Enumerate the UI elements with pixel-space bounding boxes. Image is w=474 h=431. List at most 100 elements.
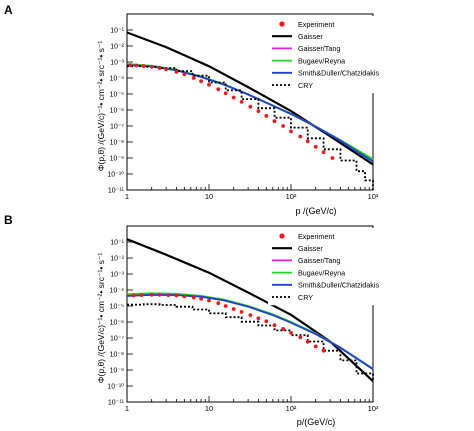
data-point [321,348,326,353]
data-point [272,323,277,328]
series-line-5 [127,303,374,382]
legend-box [268,16,386,94]
x-tick-label: 10² [286,404,297,413]
panel-a-xlabel: p /(GeV/c) [295,206,336,216]
y-tick-label: 10⁻¹¹ [108,188,125,195]
y-tick-label: 10⁻⁵ [110,92,124,99]
y-tick-label: 10⁻⁷ [110,336,124,343]
y-tick-label: 10⁻¹⁰ [107,383,124,391]
panel-b-ylabel: Φ(p,θ) /(GeV/c)⁻¹• cm⁻²• src⁻¹• s⁻¹ [96,253,106,384]
series-line-4 [126,64,374,163]
x-tick-label: 1 [125,404,129,413]
legend-label: Gaisser/Tang [298,256,340,265]
data-point [239,100,244,104]
y-tick-label: 10⁻⁵ [110,304,124,311]
y-tick-label: 10⁻⁸ [110,140,124,147]
data-point [223,91,228,96]
data-point [264,319,269,324]
x-tick-label: 1 [125,192,129,201]
y-tick-label: 10⁻¹⁰ [107,171,124,179]
legend-label: CRY [298,81,313,90]
legend-label: Smith&Duller/Chatzidakis [298,281,379,290]
legend-box [268,228,386,306]
y-tick-label: 10⁻⁹ [110,156,124,163]
data-point [248,313,253,317]
legend-label: CRY [298,293,313,302]
data-point [139,293,144,297]
y-tick-label: 10⁻⁶ [110,320,124,327]
panel-b-xlabel: p/(GeV/c) [297,417,336,427]
data-point [231,307,236,311]
data-point [272,119,277,124]
data-point [313,344,318,349]
x-tick-label: 10³ [368,404,379,413]
data-point [128,63,133,68]
data-point [321,150,326,155]
data-point [239,310,244,314]
y-tick-label: 10⁻⁴ [110,288,125,295]
panel-a-ylabel: Φ(p,θ) /(GeV/c)⁻¹• cm⁻²• src⁻¹• s⁻¹ [96,41,106,172]
y-tick-label: 10⁻¹ [110,28,124,35]
y-tick-label: 10⁻³ [110,272,124,279]
data-point [305,139,310,144]
data-point [207,82,211,87]
panel-a: A Φ(p,θ) /(GeV/c)⁻¹• cm⁻²• src⁻¹• s⁻¹ p … [4,3,386,216]
data-point [231,95,236,100]
data-point [305,339,310,344]
data-point [174,293,179,298]
data-point [191,76,196,80]
panel-b: B Φ(p,θ) /(GeV/c)⁻¹• cm⁻²• src⁻¹• s⁻¹ p/… [4,213,386,427]
data-point [174,70,179,74]
y-tick-label: 10⁻⁶ [110,108,124,115]
data-point [182,72,187,77]
y-tick-label: 10⁻³ [110,60,124,67]
data-point [216,87,221,92]
series-line-1 [126,31,374,166]
y-tick-label: 10⁻² [110,256,124,263]
data-point [330,156,335,160]
data-point [281,124,285,128]
legend-label: Gaisser [298,32,323,41]
panel-b-label: B [4,213,13,227]
legend-marker [279,233,285,239]
panel-a-label: A [4,3,13,17]
data-point [248,104,253,109]
legend-label: Smith&Duller/Chatzidakis [298,69,379,78]
legend-label: Gaisser/Tang [298,44,340,53]
data-point [166,293,171,297]
data-point [256,109,261,113]
data-point [157,66,162,70]
y-tick-label: 10⁻⁹ [110,368,124,375]
y-tick-label: 10⁻⁸ [110,352,124,359]
data-point [131,293,136,298]
y-tick-label: 10⁻¹ [110,240,124,247]
legend-label: Experiment [298,232,334,241]
data-point [199,296,204,301]
data-point [281,327,285,331]
x-tick-label: 10 [205,192,213,201]
data-point [223,304,228,308]
data-point [149,64,154,69]
legend-label: Experiment [298,20,334,29]
data-point [191,295,196,300]
data-point [134,63,139,68]
x-tick-label: 10 [205,404,213,413]
data-point [141,64,146,68]
legend-label: Bugaev/Reyna [298,56,345,65]
data-point [199,79,204,83]
data-point [264,114,269,118]
data-point [149,292,154,297]
y-tick-label: 10⁻⁷ [110,124,124,131]
y-tick-label: 10⁻⁴ [110,76,125,83]
legend-label: Bugaev/Reyna [298,268,345,277]
y-tick-label: 10⁻¹¹ [108,400,125,407]
data-point [298,134,303,139]
data-point [289,330,293,335]
y-tick-label: 10⁻² [110,44,124,51]
data-point [298,335,303,340]
legend-label: Gaisser [298,244,323,253]
x-tick-label: 10² [286,192,297,201]
data-point [182,294,187,299]
legend-marker [279,21,285,27]
